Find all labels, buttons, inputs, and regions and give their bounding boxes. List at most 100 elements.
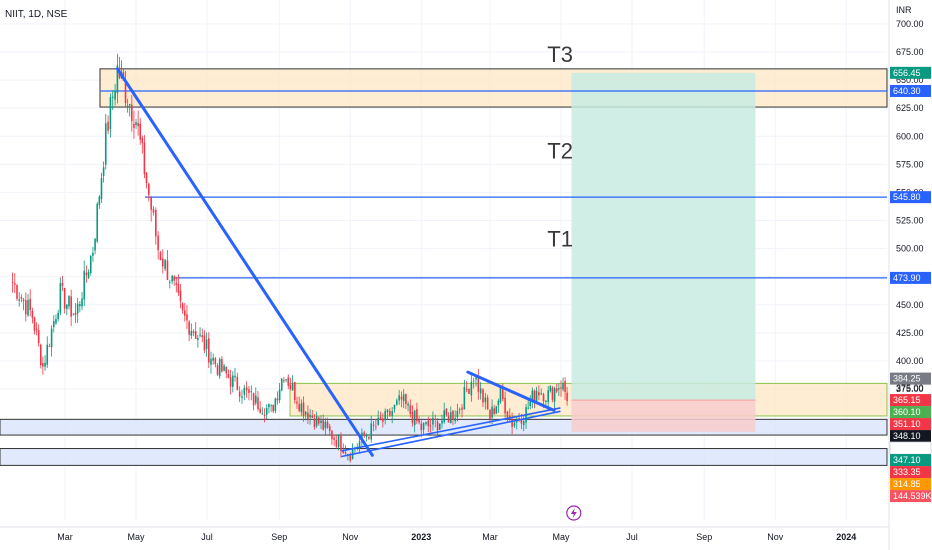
candle-body (384, 411, 386, 421)
candle-body (463, 387, 466, 410)
candle-body (529, 401, 532, 406)
y-tick-label: 575.00 (896, 159, 924, 169)
candle-body (179, 290, 182, 302)
candle-body (280, 378, 283, 391)
price-badge: 144.539K (890, 490, 932, 503)
y-tick-label: 525.00 (896, 216, 924, 226)
candle-body (542, 394, 545, 402)
price-badge-bg (890, 418, 931, 431)
candle-body (111, 96, 114, 98)
candle-body (143, 142, 146, 174)
candle-body (100, 177, 103, 200)
candle-body (59, 283, 62, 313)
candle-body (291, 383, 294, 391)
bottom-demand-zone (0, 448, 888, 466)
candle-body (46, 344, 49, 365)
candle-body (18, 299, 21, 301)
candle-body (218, 358, 221, 377)
candle-body (229, 377, 232, 387)
candle-body (538, 392, 540, 396)
price-badge-label: 640.30 (893, 86, 921, 96)
price-badge: 314.85 (890, 478, 931, 491)
x-tick-label: Jul (201, 532, 213, 542)
lightning-icon (566, 505, 582, 521)
candle-body (126, 105, 129, 107)
candle-body (420, 423, 423, 431)
price-badge-bg (890, 478, 931, 491)
price-badge: 384.25 (890, 372, 931, 385)
position-target-box (571, 72, 756, 401)
price-badge-bg (890, 466, 931, 479)
candle-body (535, 390, 538, 402)
candle-body (263, 414, 266, 416)
candle-body (102, 167, 105, 176)
candle-body (349, 455, 352, 461)
candle-body (547, 390, 549, 402)
candle-body (27, 299, 29, 316)
candle-body (340, 435, 342, 451)
candle-body (85, 272, 88, 276)
candle-body (501, 389, 504, 399)
candle-body (190, 331, 193, 336)
candle-body (372, 424, 375, 426)
candle-body (477, 376, 480, 392)
candle-body (63, 287, 66, 309)
x-tick-label: May (552, 532, 570, 542)
candle-body (109, 97, 112, 129)
candle-body (186, 314, 188, 321)
candle-body (302, 402, 305, 416)
candle-body (562, 383, 564, 390)
candle-body (499, 387, 502, 403)
candle-body (135, 122, 137, 125)
candle-body (124, 81, 127, 104)
candle-body (493, 408, 495, 414)
candle-body (268, 404, 270, 408)
candle-body (216, 365, 219, 375)
candle-body (405, 393, 407, 405)
candle-body (358, 441, 361, 449)
candle-body (57, 312, 59, 320)
target-label-T3: T3 (547, 42, 573, 67)
x-tick-label: Mar (482, 532, 498, 542)
candle-body (342, 450, 345, 454)
candle-body (270, 405, 272, 407)
candle-body (283, 380, 285, 382)
candle-body (497, 400, 500, 406)
price-badge-bg (890, 84, 931, 97)
price-badge-label: 545.80 (893, 192, 921, 202)
candle-body (173, 276, 176, 281)
candle-body (81, 298, 83, 307)
candle-body (436, 421, 439, 431)
candle-body (566, 392, 568, 402)
candle-body (318, 417, 320, 424)
candle-body (33, 317, 36, 331)
price-badge-label: 384.25 (893, 374, 921, 384)
x-tick-label: Nov (342, 532, 359, 542)
candle-body (83, 270, 86, 300)
candle-body (454, 418, 456, 422)
candle-body (243, 387, 246, 395)
candle-body (175, 283, 178, 285)
labels-layer: T3 T2 T1 (547, 42, 582, 521)
candle-body (234, 375, 236, 378)
candle-body (458, 409, 461, 411)
candle-body (212, 357, 214, 361)
candle-body (232, 375, 234, 387)
candle-body (398, 395, 400, 401)
candle-body (188, 321, 190, 335)
price-badge-label: 144.539K (893, 491, 932, 501)
candle-body (114, 90, 116, 100)
candle-body (29, 298, 31, 311)
zones-layer (0, 68, 888, 466)
candle-body (560, 387, 562, 389)
candle-body (311, 415, 314, 418)
candle-body (434, 418, 437, 420)
candle-body (35, 329, 38, 331)
candle-body (393, 404, 396, 410)
candle-body (379, 416, 382, 420)
badge-layer: 656.45 640.30 545.80 473.90 384.25 365.15 360.… (889, 66, 932, 503)
candle-body (287, 377, 290, 386)
candle-body (168, 282, 171, 283)
